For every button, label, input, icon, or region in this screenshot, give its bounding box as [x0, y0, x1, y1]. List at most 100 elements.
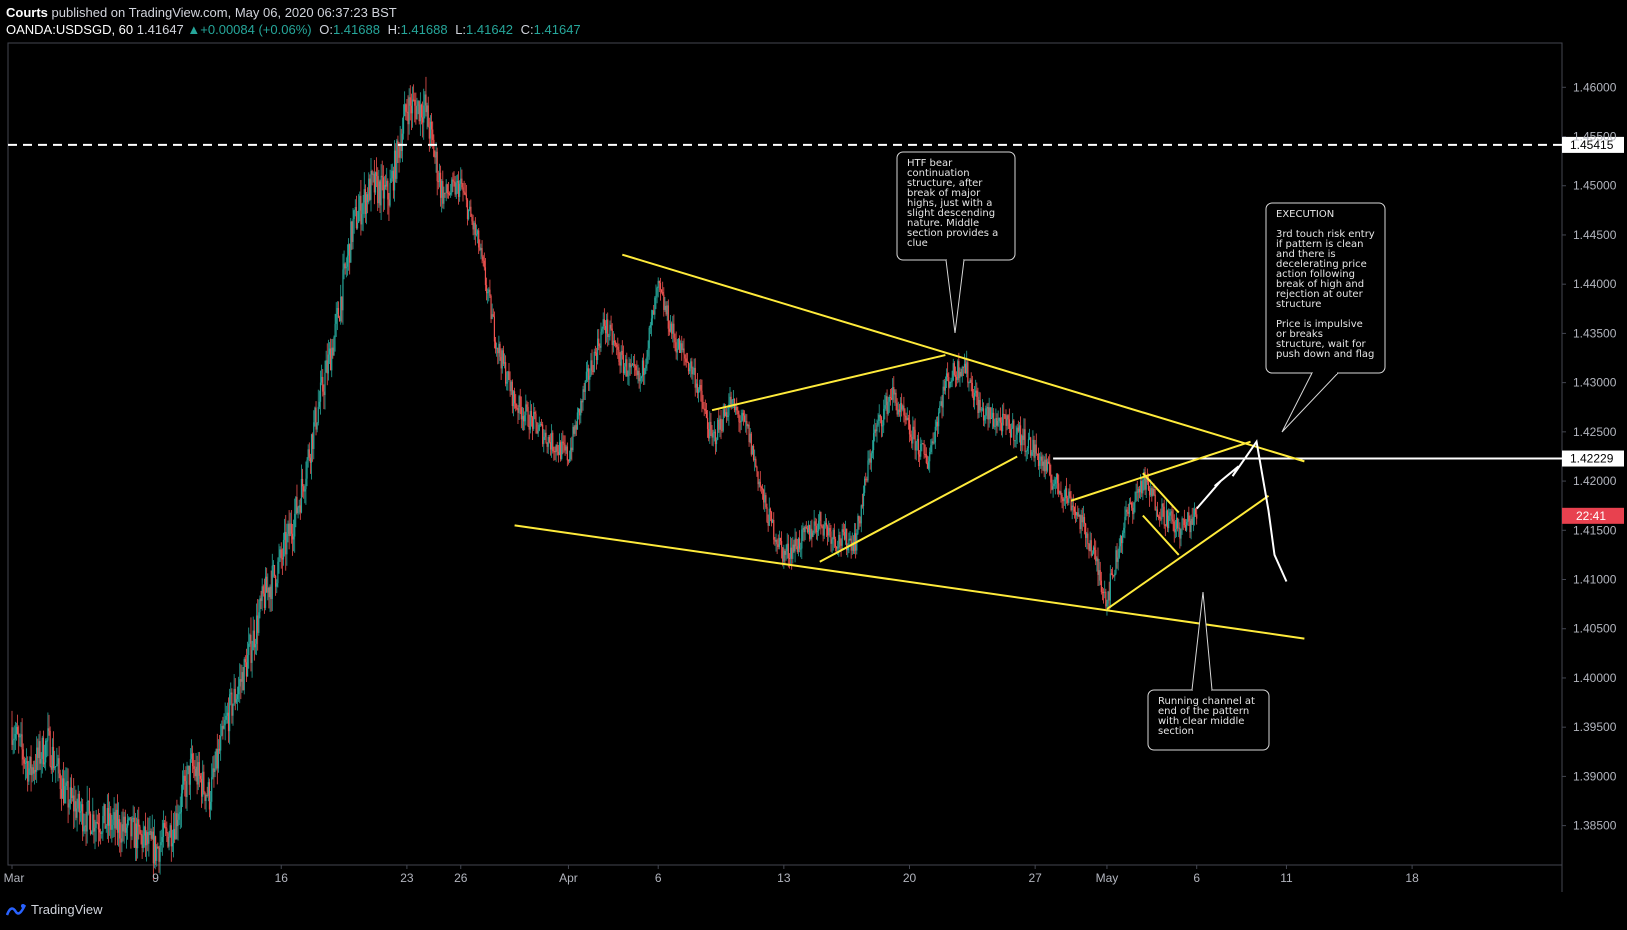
candle-body: [990, 417, 992, 419]
candle-body: [1184, 525, 1187, 531]
candle-body: [1004, 414, 1006, 419]
candle-body: [793, 544, 795, 552]
candle-body: [678, 338, 681, 353]
candle-body: [647, 348, 649, 357]
trendline[interactable]: [819, 455, 1018, 563]
candle-body: [573, 426, 575, 434]
candle-body: [949, 381, 951, 388]
candle-body: [997, 420, 999, 426]
candle-body: [755, 458, 757, 467]
candle-body: [920, 443, 922, 457]
trendline[interactable]: [514, 524, 1305, 640]
tradingview-brand[interactable]: TradingView: [31, 902, 103, 917]
candle-body: [199, 775, 202, 779]
candle-body: [24, 762, 27, 764]
candle-body: [1166, 510, 1169, 529]
candle-body: [710, 421, 712, 430]
candle-body: [170, 825, 172, 847]
candle-body: [789, 547, 792, 559]
candle-body: [12, 740, 14, 745]
candle-body: [372, 173, 374, 175]
candle-body: [443, 192, 445, 204]
candle-body: [619, 361, 621, 366]
candle-body: [308, 449, 310, 458]
candle-body: [89, 813, 92, 835]
candle-body: [179, 812, 181, 814]
candle-body: [66, 781, 68, 783]
candle-body: [1171, 511, 1173, 520]
candle-body: [246, 655, 249, 677]
candle-body: [409, 97, 411, 106]
candle-body: [1188, 512, 1190, 521]
candle-body: [359, 195, 361, 211]
candle-body: [295, 497, 297, 514]
candle-body: [1126, 509, 1128, 513]
candle-body: [447, 193, 450, 195]
projection-path[interactable]: [1195, 439, 1288, 582]
candle-body: [899, 403, 902, 412]
candle-body: [798, 538, 801, 549]
candle-body: [226, 712, 228, 716]
author-name[interactable]: Courts: [6, 5, 48, 20]
candle-body: [473, 222, 475, 230]
candle-body: [328, 348, 331, 355]
symbol-name[interactable]: OANDA:USDSGD, 60: [6, 22, 134, 37]
candle-body: [341, 296, 343, 311]
candle-body: [445, 184, 447, 193]
candle-body: [766, 507, 768, 522]
candle-body: [517, 408, 519, 413]
candle-body: [186, 770, 188, 797]
candle-body: [1105, 591, 1107, 607]
candle-body: [326, 360, 328, 374]
candle-body: [861, 505, 863, 507]
candle-body: [544, 432, 546, 437]
candle-body: [305, 478, 307, 490]
candle-body: [897, 409, 899, 415]
candle-body: [425, 94, 427, 113]
candle-body: [291, 533, 294, 540]
trendline[interactable]: [1142, 514, 1180, 556]
candle-body: [414, 99, 416, 106]
trendline[interactable]: [1070, 440, 1251, 502]
price-axis[interactable]: 1.46000 1.45500 1.45000 1.44500 1.44000 1.435…: [1562, 80, 1617, 833]
candle-body: [794, 538, 796, 552]
candle-body: [610, 324, 612, 329]
candle-body: [788, 558, 791, 560]
candle-body: [659, 283, 662, 290]
candle-body: [1109, 573, 1111, 601]
candle-body: [989, 407, 991, 419]
time-axis[interactable]: Mar 9 16 23 26 Apr 6 13 20 27 May 6 11 18: [4, 865, 1419, 885]
candle-body: [1146, 477, 1148, 483]
candle-body: [60, 788, 62, 799]
candle-body: [782, 547, 784, 562]
candle-body: [932, 441, 934, 444]
candle-body: [754, 458, 756, 460]
candle-body: [579, 408, 581, 416]
candle-body: [943, 386, 945, 391]
candle-body: [959, 371, 961, 379]
candle-body: [701, 390, 703, 402]
candle-body: [111, 825, 113, 830]
candle-body: [565, 446, 567, 451]
candle-body: [465, 194, 467, 200]
candle-body: [1049, 463, 1051, 475]
candle-body: [585, 371, 587, 381]
candle-body: [825, 522, 828, 527]
candle-body: [277, 561, 279, 584]
candle-body: [392, 170, 395, 191]
candle-body: [907, 417, 909, 420]
candle-body: [858, 515, 860, 521]
trendline[interactable]: [1142, 472, 1180, 514]
trendline[interactable]: [622, 253, 1305, 463]
candle-body: [531, 417, 534, 429]
candle-body: [351, 221, 353, 242]
trendline[interactable]: [711, 354, 946, 412]
candle-body: [534, 412, 536, 414]
candle-body: [510, 381, 512, 392]
trendline[interactable]: [1106, 495, 1270, 610]
